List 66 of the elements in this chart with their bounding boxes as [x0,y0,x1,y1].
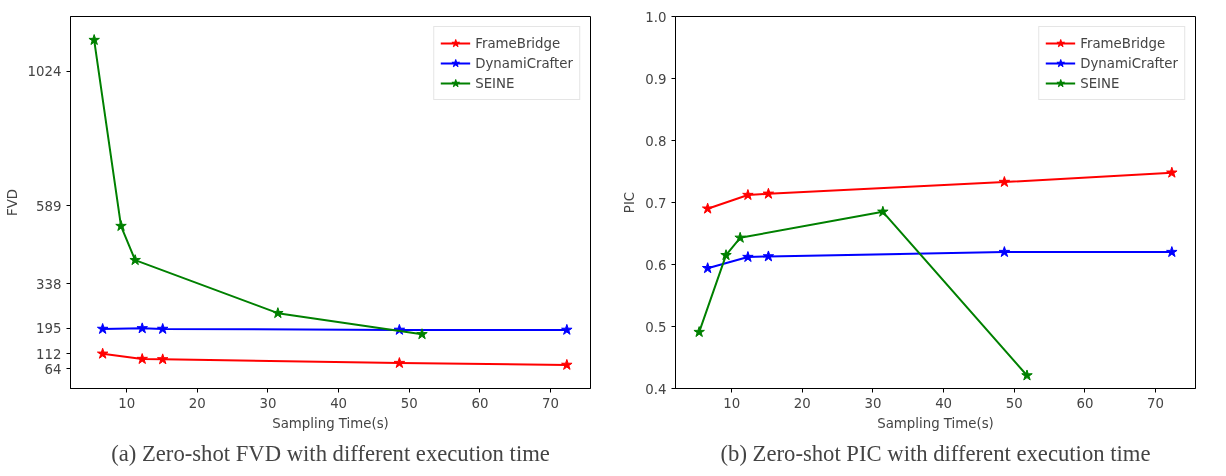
y-tick-label: 1.0 [645,9,667,25]
y-tick-label: 589 [36,198,62,214]
legend-label: SEINE [1080,75,1120,91]
y-tick-label: 0.6 [645,257,667,273]
point [156,322,169,334]
point [1166,246,1178,258]
y-tick-label: 0.9 [645,71,667,87]
point [416,328,428,340]
point [561,358,573,370]
point [136,322,148,334]
x-tick-label: 50 [400,395,418,411]
point [561,323,573,335]
legend-label: DynamiCrafter [1080,55,1178,71]
legend-label: SEINE [475,75,515,91]
x-tick-label: 70 [1147,395,1165,411]
point [272,307,284,319]
point [96,347,109,359]
x-tick-label: 10 [118,395,136,411]
x-tick-label: 40 [935,395,953,411]
point [762,250,775,262]
x-tick-label: 50 [1005,395,1023,411]
y-tick-label: 338 [36,276,62,292]
point [96,322,109,334]
text: (b) Zero-shot PIC with different execution time [720,440,1151,466]
legend-label: DynamiCrafter [475,55,573,71]
point [762,187,775,199]
x-tick-label: 30 [259,395,277,411]
y-tick-label: 0.4 [645,381,667,397]
point [720,249,732,261]
point [1166,166,1178,178]
point [998,246,1011,258]
point [734,231,746,243]
y-tick-label: 195 [36,321,62,337]
point [88,34,100,46]
point [693,326,705,338]
x-tick-label: 70 [542,395,560,411]
x-axis-title: Sampling Time(s) [877,415,994,431]
y-tick-label: 64 [44,361,62,377]
point [742,189,754,201]
x-tick-label: 20 [188,395,206,411]
y-tick-label: 0.7 [645,195,667,211]
y-tick-label: 112 [36,346,62,362]
point [129,254,141,266]
point [742,251,754,263]
x-tick-label: 40 [330,395,348,411]
y-tick-label: 0.5 [645,319,667,335]
legend-label: FrameBridge [475,35,561,51]
y-axis-title: PIC [622,191,638,214]
point [998,176,1011,187]
point [156,353,169,365]
legend-label: FrameBridge [1080,35,1166,51]
y-tick-label: 1024 [27,64,62,80]
x-tick-label: 30 [864,395,882,411]
point [1021,369,1033,381]
x-tick-label: 20 [793,395,811,411]
point [393,357,406,369]
text: (a) Zero-shot FVD with different execution time [111,440,550,466]
x-tick-label: 10 [723,395,741,411]
y-axis-title: FVD [4,188,20,217]
point [877,205,889,217]
y-tick-label: 0.8 [645,133,667,149]
point [136,353,148,364]
x-axis-title: Sampling Time(s) [272,415,389,431]
x-tick-label: 60 [471,395,489,411]
point [115,220,127,232]
x-tick-label: 60 [1076,395,1094,411]
